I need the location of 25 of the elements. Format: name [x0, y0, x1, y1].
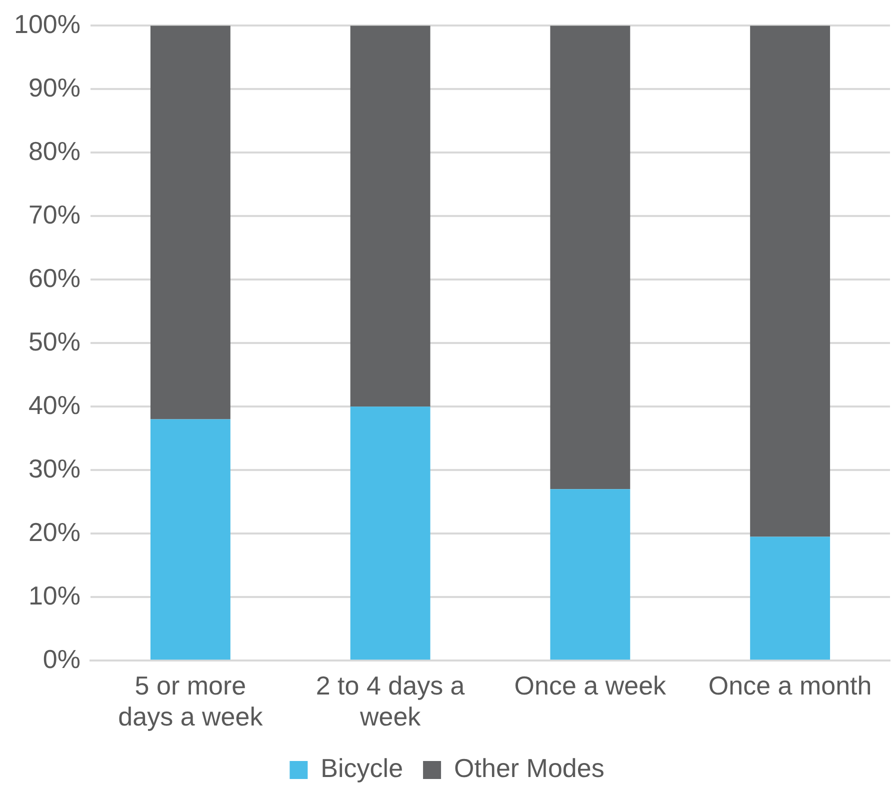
x-tick-label: Once a month — [708, 670, 872, 700]
y-tick-label: 100% — [14, 8, 80, 39]
bar — [550, 26, 630, 490]
bar — [750, 26, 830, 537]
x-tick-label: 2 to 4 days a week — [316, 670, 466, 732]
x-tick-label: Once a week — [514, 670, 668, 700]
legend-label: Other Modes — [454, 753, 604, 784]
bar — [150, 419, 230, 660]
y-tick-label: 60% — [28, 262, 80, 293]
bar — [150, 26, 230, 420]
y-tick-label: 30% — [28, 453, 80, 484]
y-tick-label: 40% — [28, 390, 80, 420]
bar — [350, 406, 430, 660]
y-tick-label: 70% — [28, 199, 80, 230]
y-tick-label: 10% — [28, 580, 80, 610]
x-tick-label: 5 or more days a week — [118, 670, 264, 732]
y-tick-label: 80% — [28, 136, 80, 166]
y-tick-label: 90% — [28, 72, 80, 102]
bar — [350, 26, 430, 407]
y-tick-label: 50% — [28, 326, 80, 356]
legend-label: Bicycle — [320, 753, 404, 784]
bar — [750, 536, 830, 660]
bar — [550, 489, 630, 660]
y-tick-label: 20% — [28, 516, 80, 547]
y-tick-label: 0% — [42, 644, 80, 674]
